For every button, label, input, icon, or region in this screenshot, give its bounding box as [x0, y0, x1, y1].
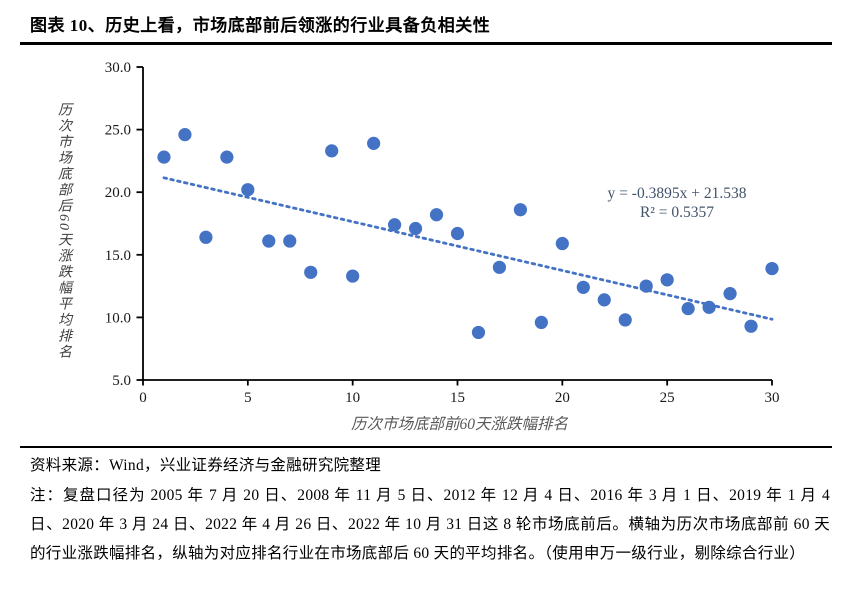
- y-tick-label: 25.0: [105, 123, 131, 139]
- data-point: [744, 319, 758, 333]
- data-point: [429, 208, 444, 222]
- data-point: [367, 136, 381, 150]
- x-tick-label: 10: [345, 390, 360, 406]
- y-tick-label: 20.0: [105, 185, 131, 201]
- y-axis-label: 历次市场底部后60天涨跌幅平均排名: [56, 102, 71, 360]
- x-tick-label: 15: [450, 390, 465, 406]
- data-point: [346, 269, 360, 283]
- data-point: [597, 293, 611, 307]
- data-point: [534, 315, 548, 330]
- figure-title: 图表 10、历史上看，市场底部前后领涨的行业具备负相关性: [30, 16, 491, 35]
- footer-divider: [20, 446, 832, 448]
- data-point: [471, 325, 486, 340]
- x-axis-label: 历次市场底部前60天涨跌幅排名: [351, 415, 569, 433]
- trendline: [162, 176, 774, 321]
- y-tick-label: 30.0: [105, 60, 131, 76]
- x-tick-label: 25: [660, 390, 675, 406]
- y-tick-label: 5.0: [112, 373, 131, 389]
- data-point: [450, 226, 465, 241]
- x-tick-label: 0: [139, 390, 147, 406]
- trendline-equation: y = -0.3895x + 21.538: [608, 185, 747, 202]
- data-point: [283, 234, 297, 248]
- trendline-r-squared: R² = 0.5357: [640, 204, 714, 221]
- data-point: [723, 287, 737, 301]
- data-point: [157, 150, 171, 164]
- data-point: [262, 234, 276, 248]
- source-text: 资料来源：Wind，兴业证券经济与金融研究院整理: [30, 457, 382, 474]
- data-point: [199, 230, 213, 244]
- scatter-chart: 30.0 25.0 20.0 15.0 10.0 5.0 0 5 10 15 20 25 30 y = -…: [105, 60, 780, 433]
- data-point: [555, 236, 569, 251]
- chart-area: 30.0 25.0 20.0 15.0 10.0 5.0 0 5 10 15 20 25 30 y = -…: [0, 50, 849, 445]
- data-point: [220, 150, 234, 164]
- title-underline: [20, 42, 832, 45]
- data-point: [576, 280, 590, 294]
- data-point: [639, 279, 653, 293]
- data-point: [765, 261, 779, 276]
- data-point: [681, 302, 695, 316]
- data-point: [660, 273, 674, 287]
- data-point: [304, 265, 318, 279]
- x-tick-label: 30: [765, 390, 780, 406]
- data-point: [513, 203, 528, 217]
- data-point: [702, 300, 716, 314]
- y-tick-label: 10.0: [105, 310, 131, 326]
- axis-lines: [142, 67, 772, 381]
- data-point: [492, 260, 507, 274]
- data-point: [178, 128, 192, 142]
- data-point: [618, 313, 632, 327]
- data-point: [388, 218, 402, 232]
- data-point: [241, 183, 255, 197]
- x-tick-label: 5: [244, 390, 252, 406]
- note-text: 注：复盘口径为 2005 年 7 月 20 日、2008 年 11 月 5 日、…: [30, 487, 830, 562]
- y-tick-label: 15.0: [105, 248, 131, 264]
- data-point: [408, 221, 423, 236]
- x-tick-label: 20: [555, 390, 570, 406]
- data-point: [325, 144, 339, 158]
